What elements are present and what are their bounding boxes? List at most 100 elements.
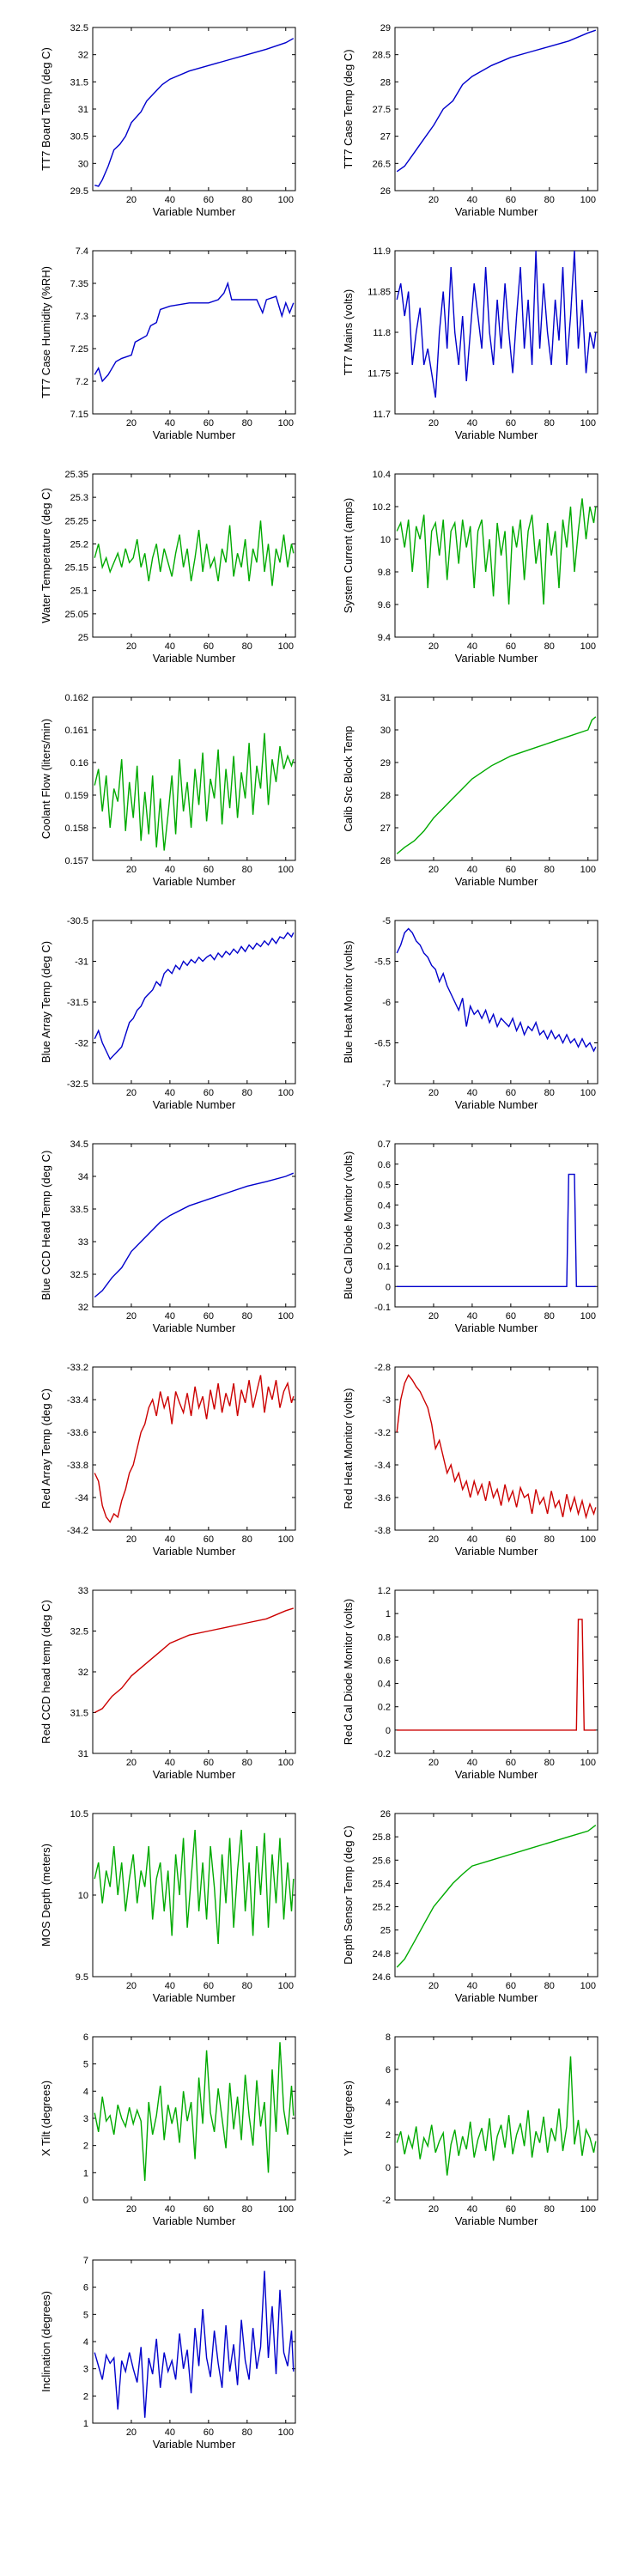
y-tick-label: -33.8 xyxy=(67,1461,88,1471)
x-tick-label: 60 xyxy=(204,1088,214,1098)
axes-box xyxy=(92,27,296,191)
data-series-line xyxy=(396,251,597,398)
y-axis-label: Red Cal Diode Monitor (volts) xyxy=(342,1599,355,1746)
x-axis-label: Variable Number xyxy=(455,428,538,441)
y-tick-label: 7.2 xyxy=(76,377,88,387)
x-tick-label: 100 xyxy=(580,1088,596,1098)
plot-11: 20 40 60 80 100 32 32.5 33 33.5 34 34.5 Variable Nu… xyxy=(39,1139,296,1334)
axes-box xyxy=(394,1813,598,1978)
y-tick-label: -6.5 xyxy=(374,1039,391,1049)
y-tick-label: -30.5 xyxy=(67,916,88,927)
y-tick-label: 7.25 xyxy=(70,344,88,355)
data-series-line xyxy=(94,38,295,187)
y-axis-label: Blue Cal Diode Monitor (volts) xyxy=(342,1151,355,1300)
plot-20: 20 40 60 80 100 -2 0 2 4 6 8 Variable Number Y Tilt … xyxy=(342,2032,598,2227)
y-tick-label: -5 xyxy=(382,916,391,927)
x-axis-label: Variable Number xyxy=(455,1098,538,1111)
y-tick-label: 3 xyxy=(83,2114,88,2124)
plot-10: 20 40 60 80 100 -7 -6.5 -6 -5.5 -5 Variable Number… xyxy=(342,916,598,1111)
y-tick-label: 8 xyxy=(386,2032,391,2043)
y-tick-label: 25.3 xyxy=(70,493,88,503)
y-tick-label: 2 xyxy=(386,2130,391,2141)
x-axis-label: Variable Number xyxy=(153,1098,236,1111)
x-tick-label: 100 xyxy=(580,2204,596,2215)
y-tick-label: 26.5 xyxy=(373,159,391,169)
y-tick-label: 4 xyxy=(83,2337,88,2348)
y-tick-label: 9.6 xyxy=(378,600,391,611)
y-tick-label: -3.4 xyxy=(374,1461,391,1471)
y-tick-label: 0.6 xyxy=(378,1656,391,1666)
axes-box xyxy=(394,2036,598,2201)
plot-15: 20 40 60 80 100 31 31.5 32 32.5 33 Variable Number… xyxy=(39,1586,296,1781)
y-tick-label: 6 xyxy=(386,2065,391,2075)
plot-4: 20 40 60 80 100 11.7 11.75 11.8 11.85 11.9 Variabl… xyxy=(342,246,598,441)
x-tick-label: 40 xyxy=(165,2427,175,2438)
plot-8: 20 40 60 80 100 26 27 28 29 30 31 Variable Number Ca… xyxy=(342,693,598,888)
y-tick-label: 0.162 xyxy=(64,693,88,703)
y-tick-label: 32 xyxy=(78,51,88,61)
x-tick-label: 60 xyxy=(506,641,516,652)
x-axis-label: Variable Number xyxy=(455,1545,538,1558)
y-tick-label: 31 xyxy=(78,105,88,115)
data-series-line xyxy=(397,1173,596,1288)
x-tick-label: 60 xyxy=(204,1758,214,1768)
x-tick-label: 40 xyxy=(165,2204,175,2215)
y-axis-label: Blue Array Temp (deg C) xyxy=(39,941,52,1063)
y-tick-label: 27 xyxy=(380,823,391,834)
data-series-line xyxy=(396,1825,597,1968)
y-tick-label: 0.157 xyxy=(64,856,88,866)
data-series-line xyxy=(396,927,597,1053)
y-tick-label: 1 xyxy=(386,1609,391,1619)
x-tick-label: 80 xyxy=(544,418,555,428)
y-tick-label: 33 xyxy=(78,1586,88,1596)
axes-box xyxy=(394,473,598,638)
axes-box xyxy=(394,1366,598,1531)
x-axis-label: Variable Number xyxy=(153,1768,236,1781)
x-tick-label: 20 xyxy=(126,2204,137,2215)
y-axis-label: X Tilt (degrees) xyxy=(39,2081,52,2156)
y-tick-label: 30 xyxy=(78,159,88,169)
y-tick-label: 0.6 xyxy=(378,1160,391,1170)
y-axis-label: Y Tilt (degrees) xyxy=(342,2081,355,2156)
y-tick-label: -3 xyxy=(382,1395,391,1406)
y-tick-label: 25.1 xyxy=(70,586,88,597)
plot-9: 20 40 60 80 100 -32.5 -32 -31.5 -31 -30.5 Variable… xyxy=(39,916,296,1111)
y-tick-label: 26 xyxy=(380,186,391,197)
y-tick-label: 4 xyxy=(386,2098,391,2108)
y-tick-label: 30.5 xyxy=(70,132,88,143)
x-tick-label: 60 xyxy=(506,2204,516,2215)
y-tick-label: 25.4 xyxy=(373,1879,391,1889)
y-tick-label: 31 xyxy=(380,693,391,703)
axes-box xyxy=(92,1813,296,1978)
y-tick-label: 7.4 xyxy=(76,246,88,257)
plot-12: 20 40 60 80 100 -0.1 0 0.1 0.2 0.3 0.4 0.5 0.6 0.7 Var… xyxy=(342,1139,598,1334)
x-tick-label: 80 xyxy=(242,1758,252,1768)
y-tick-label: 25.25 xyxy=(64,516,88,526)
x-tick-label: 40 xyxy=(165,865,175,875)
y-tick-label: 1.2 xyxy=(378,1586,391,1596)
data-series-line xyxy=(94,2042,295,2181)
y-axis-label: Blue CCD Head Temp (deg C) xyxy=(39,1151,52,1301)
y-axis-label: Red CCD head temp (deg C) xyxy=(39,1600,52,1744)
y-tick-label: 2 xyxy=(83,2142,88,2152)
y-tick-label: 24.8 xyxy=(373,1949,391,1959)
y-tick-label: -3.2 xyxy=(374,1428,391,1438)
x-tick-label: 100 xyxy=(580,418,596,428)
y-tick-label: 34.5 xyxy=(70,1139,88,1150)
x-tick-label: 60 xyxy=(506,1981,516,1991)
x-tick-label: 80 xyxy=(242,418,252,428)
x-tick-label: 80 xyxy=(242,2204,252,2215)
x-tick-label: 100 xyxy=(580,1311,596,1321)
x-axis-label: Variable Number xyxy=(455,205,538,218)
x-tick-label: 40 xyxy=(467,865,477,875)
y-tick-label: 0.2 xyxy=(378,1242,391,1252)
y-axis-label: TT7 Board Temp (deg C) xyxy=(39,47,52,171)
y-tick-label: 29 xyxy=(380,23,391,33)
x-tick-label: 80 xyxy=(544,1534,555,1545)
y-tick-label: 0 xyxy=(386,1726,391,1736)
x-axis-label: Variable Number xyxy=(153,1545,236,1558)
y-tick-label: 2 xyxy=(83,2391,88,2402)
y-tick-label: 0.161 xyxy=(64,726,88,736)
x-tick-label: 100 xyxy=(278,418,294,428)
data-series-line xyxy=(396,1374,597,1520)
